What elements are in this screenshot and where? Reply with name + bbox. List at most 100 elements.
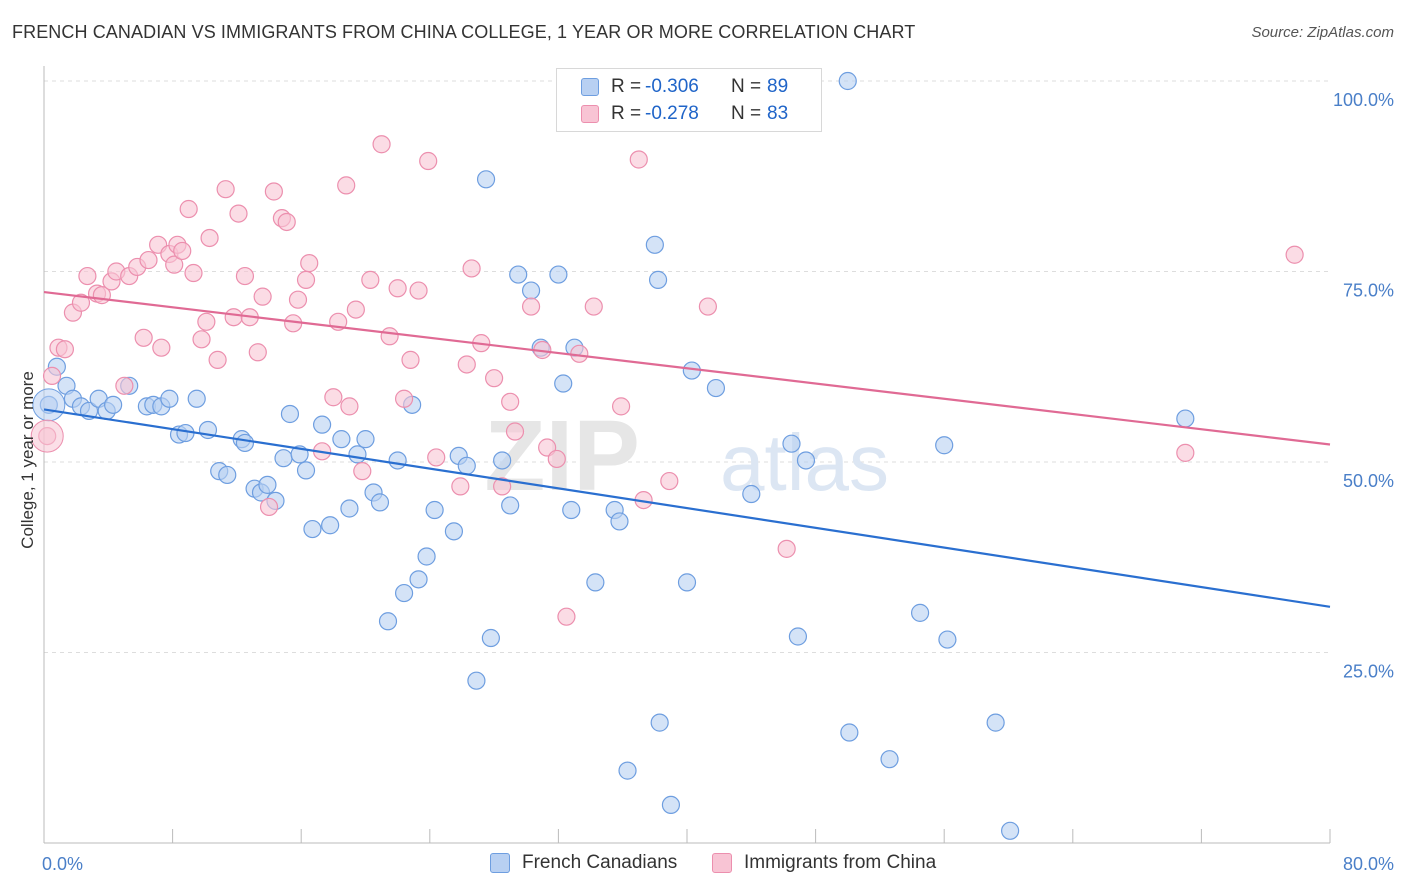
data-point bbox=[467, 671, 486, 690]
data-point bbox=[42, 366, 62, 385]
data-point bbox=[1001, 821, 1020, 840]
data-point bbox=[650, 713, 669, 732]
data-point bbox=[838, 71, 857, 91]
data-point bbox=[661, 795, 681, 815]
data-point bbox=[258, 475, 277, 494]
data-point bbox=[444, 522, 464, 541]
data-point bbox=[509, 265, 528, 284]
data-point bbox=[192, 330, 211, 349]
x-tick-label: 80.0% bbox=[1343, 854, 1394, 874]
data-point bbox=[938, 630, 957, 649]
data-point bbox=[840, 723, 859, 742]
data-point bbox=[321, 516, 340, 535]
data-point bbox=[986, 713, 1005, 732]
data-point bbox=[179, 199, 198, 219]
data-point bbox=[55, 340, 74, 359]
data-point bbox=[782, 434, 801, 453]
data-point bbox=[493, 477, 512, 496]
trend-lines bbox=[43, 290, 1331, 608]
data-point bbox=[485, 369, 504, 388]
data-point bbox=[200, 228, 219, 248]
data-point bbox=[332, 430, 351, 449]
data-point bbox=[353, 462, 372, 481]
legend-r-value: -0.306 bbox=[645, 76, 699, 97]
data-point bbox=[618, 761, 637, 780]
data-point bbox=[372, 135, 391, 154]
data-point bbox=[610, 512, 629, 531]
data-point bbox=[427, 448, 446, 467]
data-point bbox=[71, 293, 91, 312]
data-point bbox=[501, 496, 520, 515]
bottom-legend-swatch-pink bbox=[712, 853, 732, 873]
data-point bbox=[259, 497, 279, 517]
legend-box: R = -0.306 N = 89 R = -0.278 N = 83 bbox=[556, 68, 822, 132]
data-point bbox=[218, 465, 237, 485]
legend-swatch-blue bbox=[581, 78, 599, 96]
data-point bbox=[1176, 443, 1195, 462]
data-point bbox=[409, 570, 428, 589]
data-point bbox=[796, 451, 816, 470]
data-point bbox=[274, 449, 293, 468]
data-point bbox=[139, 250, 158, 270]
data-point bbox=[457, 355, 476, 374]
data-point bbox=[388, 451, 407, 470]
legend-n-label: N = bbox=[731, 103, 762, 124]
data-point bbox=[394, 389, 414, 408]
data-point bbox=[134, 328, 153, 347]
data-point bbox=[521, 281, 541, 300]
data-point bbox=[562, 500, 581, 520]
data-point bbox=[394, 583, 414, 603]
data-point bbox=[173, 241, 192, 261]
data-point bbox=[706, 378, 726, 398]
data-point bbox=[160, 389, 179, 408]
data-point bbox=[493, 451, 512, 470]
y-axis-label: College, 1 year or more bbox=[18, 371, 37, 549]
source-label: Source: ZipAtlas.com bbox=[1251, 24, 1394, 41]
data-point bbox=[910, 603, 930, 622]
data-point bbox=[476, 170, 496, 189]
data-point bbox=[417, 547, 436, 566]
trend-line bbox=[43, 290, 1331, 446]
data-point bbox=[380, 327, 399, 346]
y-tick-label: 50.0% bbox=[1343, 471, 1394, 491]
legend-r-value: -0.278 bbox=[645, 103, 699, 124]
data-point bbox=[312, 415, 332, 434]
data-point bbox=[378, 612, 398, 631]
data-point bbox=[557, 607, 576, 626]
legend-r-label: R = bbox=[611, 76, 642, 97]
data-point bbox=[361, 270, 380, 289]
data-point bbox=[224, 308, 243, 327]
data-point bbox=[280, 404, 300, 424]
data-point bbox=[481, 628, 500, 648]
legend-n-value: 83 bbox=[767, 103, 789, 124]
data-point bbox=[324, 388, 343, 407]
bottom-legend: French Canadians Immigrants from China bbox=[0, 852, 1406, 878]
data-point bbox=[165, 255, 184, 274]
data-point bbox=[115, 376, 134, 395]
legend-n-value: 89 bbox=[767, 76, 789, 97]
x-tick-label: 0.0% bbox=[42, 854, 83, 874]
data-point bbox=[457, 456, 476, 475]
data-point bbox=[935, 436, 954, 455]
data-point bbox=[288, 290, 308, 309]
data-point bbox=[346, 300, 365, 319]
data-point bbox=[303, 519, 322, 539]
data-point bbox=[409, 281, 428, 300]
data-point bbox=[296, 270, 316, 289]
bottom-legend-label: French Canadians bbox=[522, 852, 678, 873]
trend-line bbox=[43, 408, 1331, 608]
data-point bbox=[104, 395, 123, 414]
legend-r-label: R = bbox=[611, 103, 642, 124]
legend-row-immigrants-from-china: R = -0.278 N = 83 bbox=[581, 102, 788, 126]
data-point-large bbox=[30, 419, 64, 453]
data-point bbox=[388, 279, 407, 298]
data-point bbox=[629, 150, 648, 169]
legend-row-french-canadians: R = -0.306 N = 89 bbox=[581, 75, 788, 99]
data-point bbox=[554, 374, 573, 393]
data-point bbox=[235, 266, 255, 286]
data-point bbox=[340, 499, 359, 518]
data-point bbox=[586, 573, 605, 592]
legend-n-label: N = bbox=[731, 76, 762, 97]
data-point bbox=[611, 397, 631, 416]
